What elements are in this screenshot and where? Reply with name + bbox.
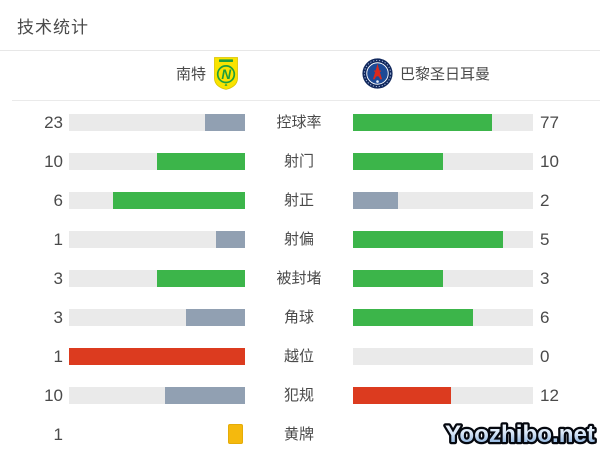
away-value: 77 xyxy=(540,113,559,132)
stat-row: 1 黄牌 xyxy=(0,415,600,450)
away-bar xyxy=(353,270,533,287)
stat-row: 1 越位 0 xyxy=(0,337,600,376)
home-bar xyxy=(69,192,245,209)
top-divider xyxy=(0,50,600,51)
watermark-logo: Yoozhibo.net xyxy=(440,415,600,450)
stat-label: 射偏 xyxy=(283,231,314,248)
stat-row: 10 犯规 12 xyxy=(0,376,600,415)
svg-text:N: N xyxy=(221,67,231,82)
home-bar xyxy=(69,424,245,444)
header-divider xyxy=(12,100,600,101)
stats-list: 23 控球率 77 10 射门 10 6 射正 2 1 射偏 xyxy=(0,103,600,450)
home-value: 1 xyxy=(53,230,63,249)
psg-crest-icon xyxy=(362,57,393,89)
away-bar-fill xyxy=(353,114,492,131)
away-bar-fill xyxy=(353,153,443,170)
away-team-header: 巴黎圣日耳曼 xyxy=(362,54,490,92)
home-bar xyxy=(69,387,245,404)
away-bar xyxy=(353,192,533,209)
stat-label: 犯规 xyxy=(283,387,314,404)
away-bar xyxy=(353,114,533,131)
away-value: 3 xyxy=(540,269,550,288)
stat-row: 23 控球率 77 xyxy=(0,103,600,142)
stat-label: 黄牌 xyxy=(283,426,314,443)
home-value: 1 xyxy=(53,347,63,366)
home-bar xyxy=(69,153,245,170)
stat-row: 3 角球 6 xyxy=(0,298,600,337)
away-value: 0 xyxy=(540,347,550,366)
home-team-name: 南特 xyxy=(175,65,206,83)
stat-label: 射门 xyxy=(283,153,314,170)
away-bar xyxy=(353,348,533,365)
page-title: 技术统计 xyxy=(17,18,89,37)
home-value: 10 xyxy=(44,152,63,171)
away-bar xyxy=(353,153,533,170)
stat-label: 越位 xyxy=(283,348,314,365)
away-bar xyxy=(353,387,533,404)
home-value: 3 xyxy=(53,308,63,327)
stat-row: 10 射门 10 xyxy=(0,142,600,181)
away-bar xyxy=(353,231,533,248)
home-bar-fill xyxy=(186,309,245,326)
home-team-header: 南特 N xyxy=(0,54,238,92)
home-value: 10 xyxy=(44,386,63,405)
home-bar-fill xyxy=(69,348,245,365)
home-value: 1 xyxy=(53,425,63,444)
home-bar xyxy=(69,114,245,131)
away-bar-fill xyxy=(353,387,452,404)
home-bar xyxy=(69,309,245,326)
home-bar-fill xyxy=(164,387,245,404)
away-team-name: 巴黎圣日耳曼 xyxy=(400,65,491,83)
home-bar-fill xyxy=(157,270,245,287)
home-bar-fill xyxy=(215,231,245,248)
away-value: 2 xyxy=(540,191,550,210)
home-bar-fill xyxy=(204,114,245,131)
away-value: 6 xyxy=(540,308,550,327)
away-value: 10 xyxy=(540,152,559,171)
away-bar-fill xyxy=(353,270,443,287)
home-bar xyxy=(69,270,245,287)
stat-row: 3 被封堵 3 xyxy=(0,259,600,298)
home-bar-fill xyxy=(157,153,245,170)
stat-label: 角球 xyxy=(283,309,314,326)
stat-label: 被封堵 xyxy=(276,270,322,287)
home-bar-fill xyxy=(113,192,245,209)
away-bar-fill xyxy=(353,231,503,248)
home-value: 3 xyxy=(53,269,63,288)
nantes-crest-icon: N xyxy=(214,56,238,90)
yellow-card-icon xyxy=(228,424,243,444)
stat-row: 1 射偏 5 xyxy=(0,220,600,259)
stat-label: 射正 xyxy=(283,192,314,209)
home-value: 23 xyxy=(44,113,63,132)
stat-row: 6 射正 2 xyxy=(0,181,600,220)
home-value: 6 xyxy=(53,191,63,210)
away-bar-fill xyxy=(353,309,474,326)
away-value: 5 xyxy=(540,230,550,249)
away-bar xyxy=(353,309,533,326)
away-value: 12 xyxy=(540,386,559,405)
away-bar-fill xyxy=(353,192,398,209)
stat-label: 控球率 xyxy=(276,114,322,131)
home-bar xyxy=(69,348,245,365)
watermark-text: Yoozhibo.net xyxy=(445,421,595,448)
home-bar xyxy=(69,231,245,248)
